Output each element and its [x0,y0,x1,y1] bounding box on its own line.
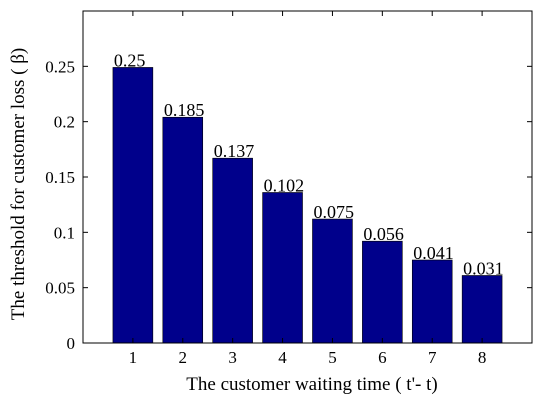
y-tick-label: 0.25 [45,57,75,76]
x-tick-label: 6 [378,348,387,367]
x-tick-label: 2 [179,348,188,367]
data-label-1: 0.25 [114,50,145,70]
bar-2 [162,116,204,344]
y-tick-label: 0 [67,334,76,353]
y-tick-label: 0.1 [54,223,75,242]
y-tick-label: 0.05 [45,279,75,298]
bar-7 [411,259,453,344]
x-tick-label: 7 [428,348,437,367]
x-tick-label: 5 [328,348,337,367]
data-label-5: 0.075 [313,202,354,222]
x-tick-label: 1 [129,348,138,367]
x-tick-label: 4 [278,348,287,367]
bar-4 [262,192,303,344]
data-label-7: 0.041 [413,243,454,263]
bar-5 [312,218,353,344]
bar-3 [212,157,253,344]
plot-area: 0.250.1850.1370.1020.0750.0560.0410.0310… [45,10,533,367]
y-tick-label: 0.15 [45,168,75,187]
x-axis-title: The customer waiting time ( t'- t) [186,374,437,395]
bar-8 [461,275,503,344]
bar-6 [362,240,403,344]
data-label-6: 0.056 [363,224,404,244]
data-label-8: 0.031 [463,258,504,278]
data-label-2: 0.185 [164,100,205,120]
x-tick-label: 8 [478,348,487,367]
y-tick-label: 0.2 [54,113,75,132]
data-label-4: 0.102 [264,175,305,195]
bar-1 [112,67,154,344]
y-axis-title: The threshold for customer loss ( β) [8,48,29,320]
data-label-3: 0.137 [214,141,255,161]
x-tick-label: 3 [228,348,237,367]
